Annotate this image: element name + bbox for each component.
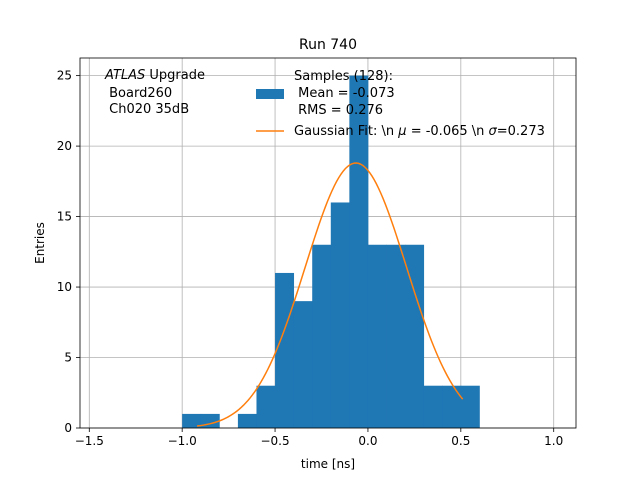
histogram-bar-10 [386, 244, 406, 428]
histogram-bar-1 [200, 413, 220, 428]
x-tick-label-5: 1.0 [544, 434, 563, 448]
axes-frame [79, 57, 577, 429]
x-tick-label-2: −0.5 [260, 434, 289, 448]
x-axis-label: time [ns] [301, 457, 355, 471]
x-tick-label-0: −1.5 [75, 434, 104, 448]
annotation-line-1: ATLAS Upgrade [104, 68, 205, 83]
legend-hist-line-3: RMS = 0.276 [294, 103, 383, 118]
annotation-line-3: Ch020 35dB [105, 102, 189, 117]
gaussian-fit-curve [196, 162, 464, 427]
y-tick-label-2: 10 [57, 280, 72, 294]
y-ticks: 0 5 10 15 20 25 [57, 69, 80, 435]
y-tick-label-1: 5 [64, 351, 72, 365]
chart-title: Run 740 [299, 37, 357, 53]
histogram-bar-4 [275, 272, 295, 428]
y-tick-label-0: 0 [64, 421, 72, 435]
annotation-line-2: Board260 [105, 86, 172, 101]
histogram-bar-7 [330, 202, 350, 428]
legend-fit-mu-value: = -0.065 \n [407, 124, 489, 139]
annotation-atlas: ATLAS [104, 68, 145, 83]
histogram-bar-3 [256, 385, 276, 428]
histogram-bars [182, 75, 480, 428]
legend-fit-sigma-value: =0.273 [497, 124, 545, 139]
y-tick-label-4: 20 [57, 139, 72, 153]
y-tick-label-3: 15 [57, 210, 72, 224]
legend-fit-prefix: Gaussian Fit: \n [294, 124, 398, 139]
x-ticks: −1.5 −1.0 −0.5 0.0 0.5 1.0 [75, 428, 563, 448]
y-tick-label-5: 25 [57, 69, 72, 83]
atlas-annotation: ATLAS Upgrade Board260 Ch020 35dB [104, 68, 205, 117]
legend-hist-line-1: Samples (128): [294, 69, 393, 84]
histogram-bar-2 [237, 413, 257, 428]
histogram-bar-9 [367, 244, 387, 428]
histogram-bar-13 [442, 385, 462, 428]
legend-hist-swatch [256, 89, 284, 99]
histogram-bar-11 [405, 244, 425, 428]
legend-hist-line-2: Mean = -0.073 [294, 86, 395, 101]
x-tick-label-3: 0.0 [358, 434, 377, 448]
legend-fit-sigma-symbol: σ [489, 124, 498, 139]
histogram-bar-14 [460, 385, 480, 428]
annotation-upgrade: Upgrade [145, 68, 205, 83]
legend: Samples (128): Mean = -0.073 RMS = 0.276… [256, 69, 545, 139]
y-axis-label: Entries [33, 222, 47, 264]
histogram-bar-6 [312, 244, 332, 428]
histogram-bar-12 [423, 385, 443, 428]
histogram-bar-5 [293, 301, 313, 428]
histogram-bar-0 [182, 413, 202, 428]
legend-fit-label: Gaussian Fit: \n μ = -0.065 \n σ=0.273 [294, 124, 545, 139]
legend-fit-mu-symbol: μ [397, 124, 406, 139]
x-tick-label-4: 0.5 [451, 434, 470, 448]
x-tick-label-1: −1.0 [168, 434, 197, 448]
